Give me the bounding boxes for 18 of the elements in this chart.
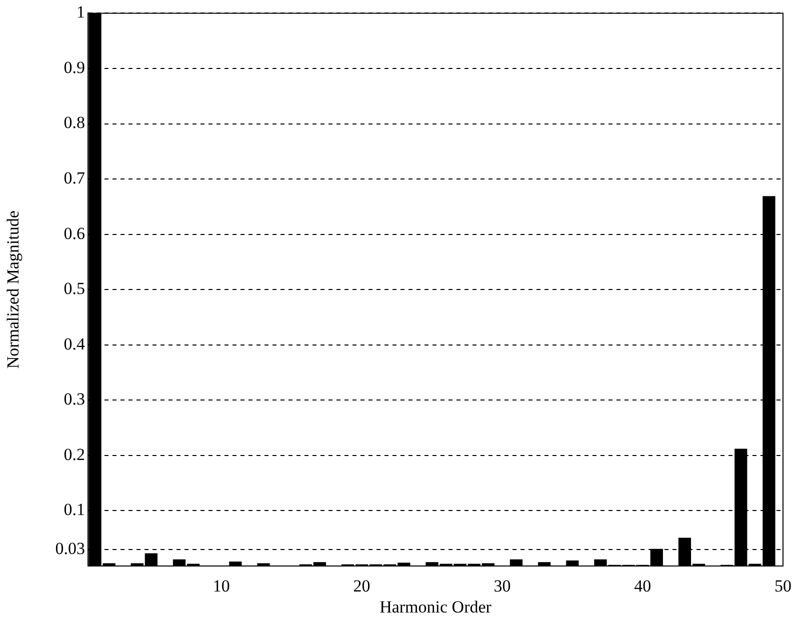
x-tick-label: 40 xyxy=(634,576,652,596)
y-tick-label: 0.8 xyxy=(64,113,85,132)
y-tick-label: 0.6 xyxy=(64,224,85,243)
x-axis-title: Harmonic Order xyxy=(380,597,492,616)
y-axis-title: Normalized Magnitude xyxy=(4,210,23,369)
y-tick-label: 0.5 xyxy=(64,279,85,298)
y-tick-label: 0.4 xyxy=(64,334,86,354)
y-tick-label: 0.03 xyxy=(55,538,85,558)
y-tick-label: 0.1 xyxy=(64,500,85,520)
x-tick-label: 50 xyxy=(774,576,792,596)
y-tick-label: 1 xyxy=(76,2,85,22)
y-tick-label: 0.9 xyxy=(64,58,85,77)
y-tick-label: 0.2 xyxy=(64,444,85,464)
y-tick-label: 0.3 xyxy=(64,390,85,409)
x-tick-label: 10 xyxy=(212,576,230,596)
x-tick-label: 30 xyxy=(494,576,511,596)
x-tick-label: 20 xyxy=(353,576,370,596)
y-tick-label: 0.7 xyxy=(64,168,86,188)
